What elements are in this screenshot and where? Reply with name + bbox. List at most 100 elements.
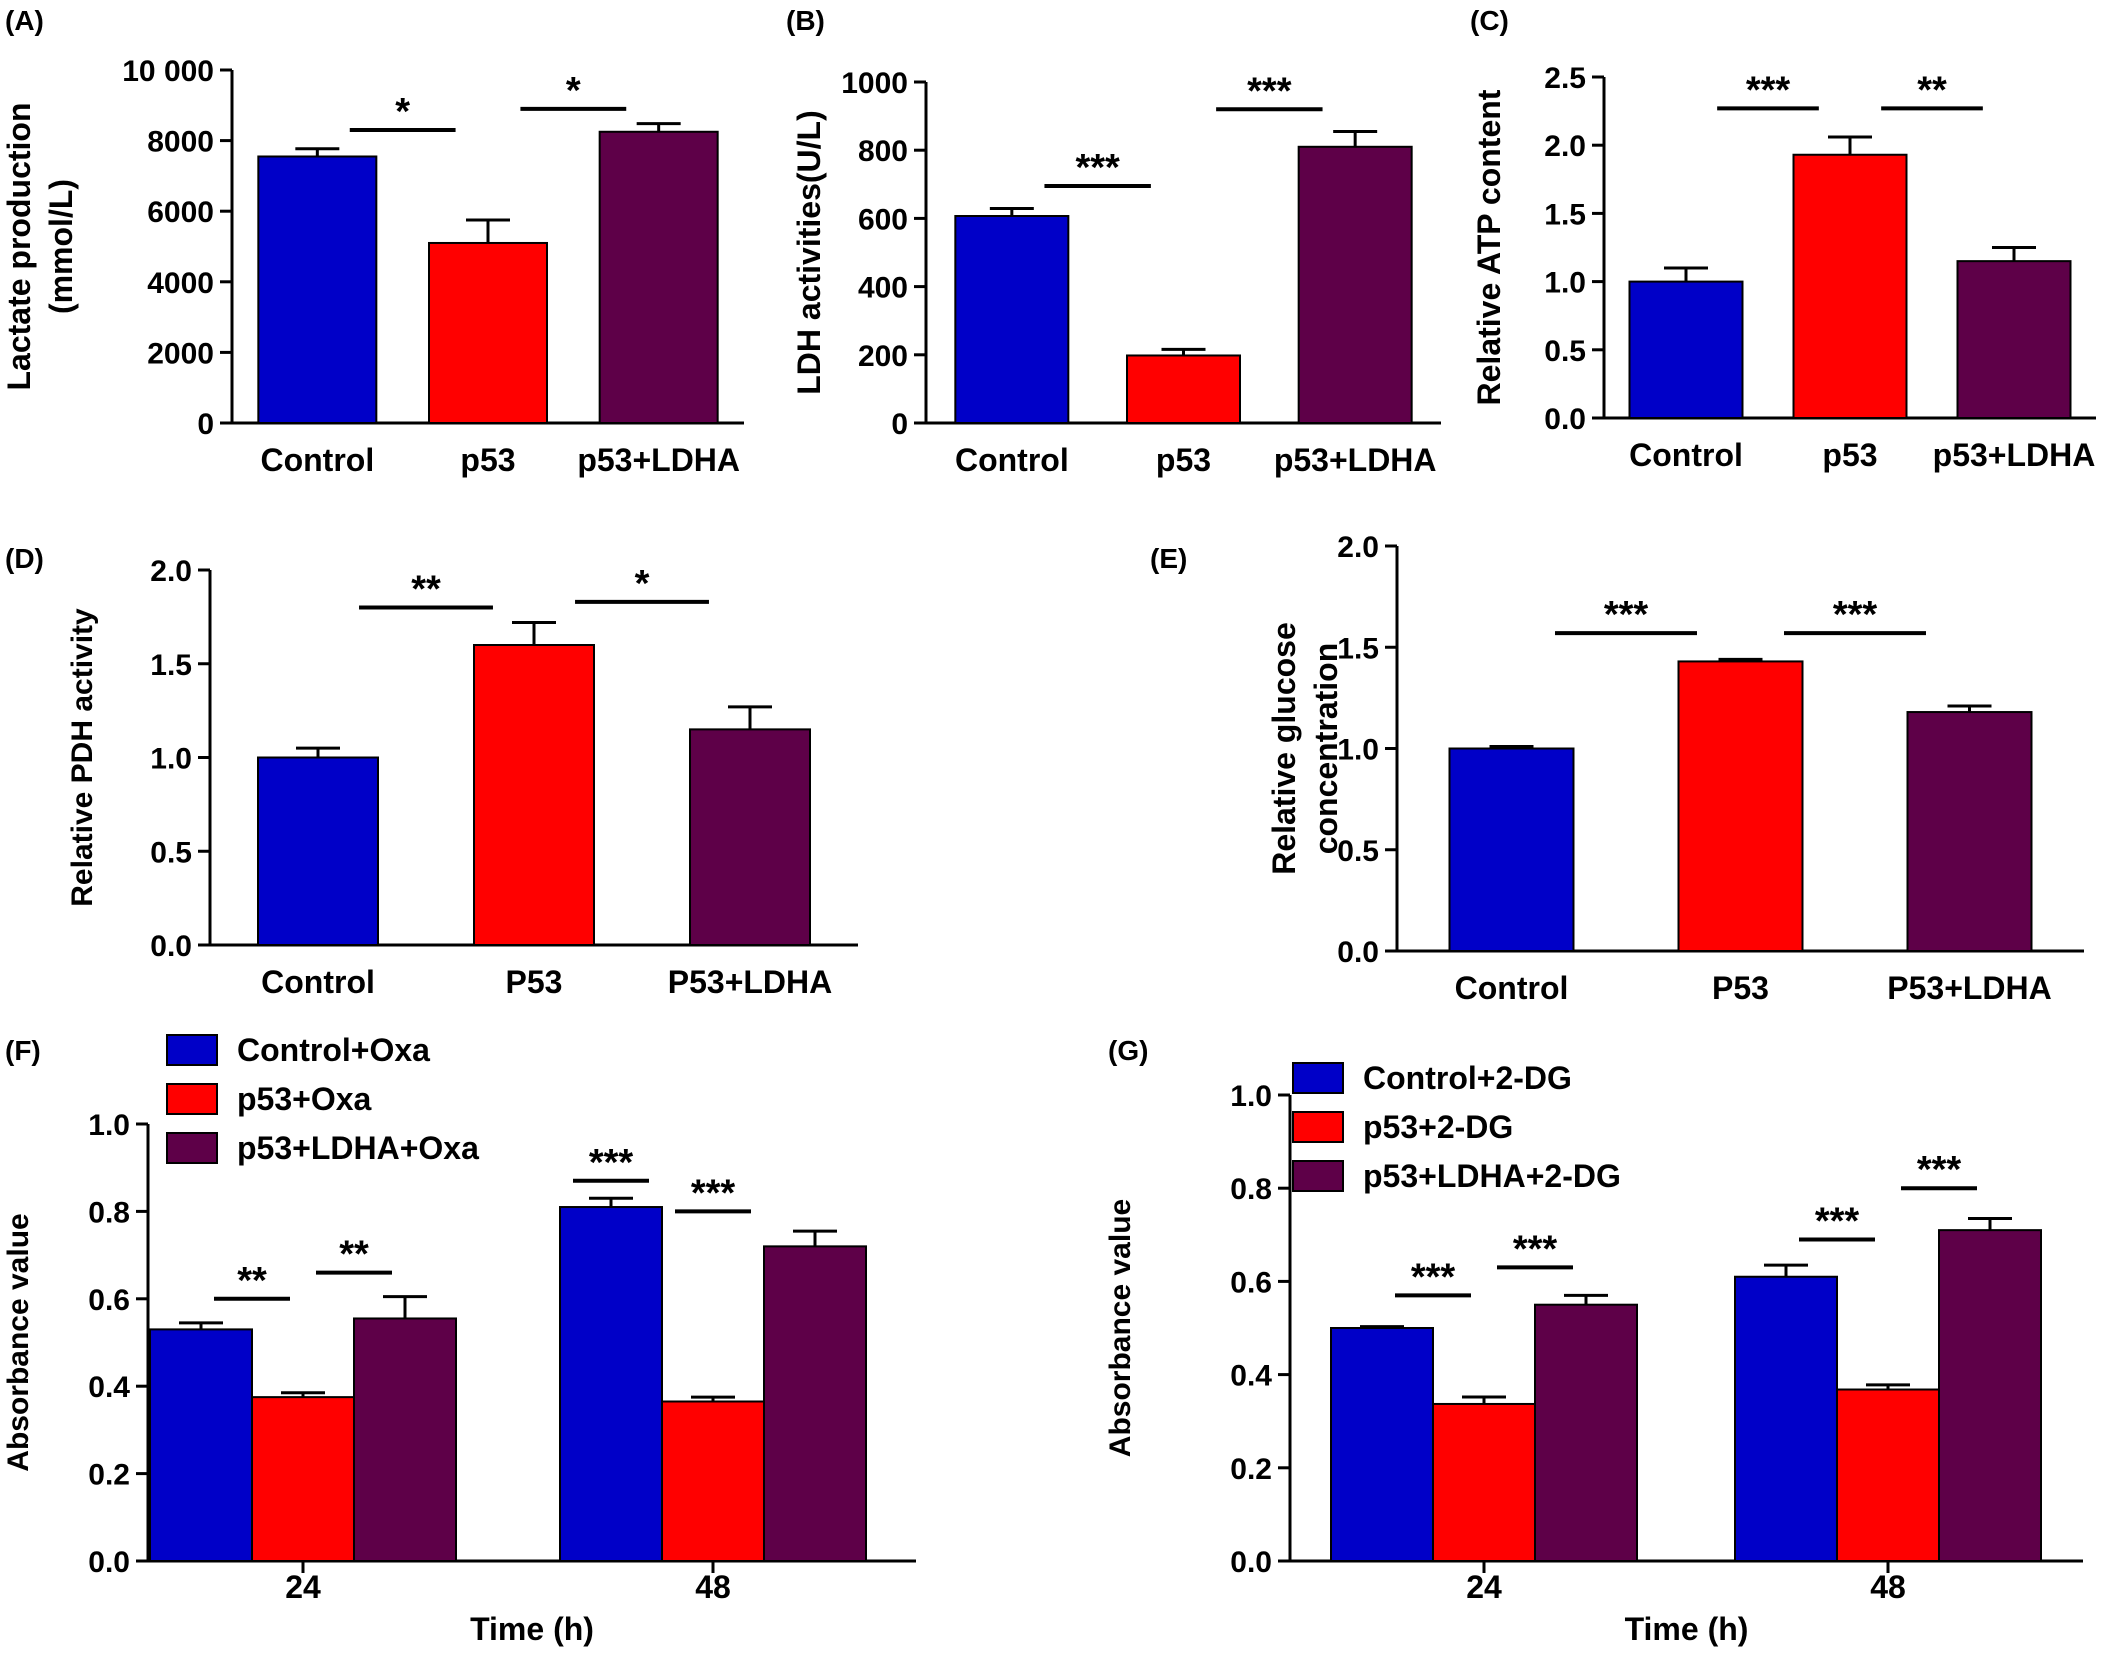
y-axis-label: Absorbance value (2, 1213, 35, 1471)
x-tick-label: Control (261, 964, 375, 1000)
y-tick-label: 0.2 (88, 1459, 130, 1492)
y-tick-label: 1.0 (88, 1109, 130, 1142)
legend-label: p53+LDHA+Oxa (237, 1130, 479, 1166)
legend: Control+Oxa p53+Oxa p53+LDHA+Oxa (166, 1032, 479, 1166)
significance-label: *** (589, 1142, 634, 1184)
panel-g: (G) 0.0 0.2 0.4 0.6 0.8 1.0 Absorbance value 24 4… (1104, 1035, 2083, 1647)
legend-label: p53+Oxa (237, 1081, 372, 1117)
y-axis-label: Absorbance value (1104, 1199, 1137, 1457)
bar-control (1448, 747, 1575, 952)
bar-p53 (1792, 153, 1908, 420)
significance-label: *** (1075, 147, 1120, 189)
bar-control-oxa (149, 1328, 253, 1563)
y-tick-label: 0.4 (1230, 1360, 1272, 1393)
bar-p53 (1677, 660, 1804, 952)
y-axis-label: Relative ATP content (1471, 89, 1507, 405)
x-tick-label: 24 (1466, 1569, 1502, 1605)
y-tick-label: 400 (858, 272, 908, 305)
y-tick-label: 1.0 (150, 743, 192, 776)
x-tick-label: Control (260, 442, 374, 478)
panel-label: (E) (1150, 543, 1187, 574)
legend-swatch (166, 1034, 218, 1066)
bar-p53-ldha (1906, 711, 2033, 952)
panel-f: (F) 0.0 0.2 0.4 0.6 0.8 1.0 Absorbance value 24 4… (2, 1032, 916, 1647)
significance-label: *** (1411, 1256, 1456, 1298)
legend-swatch (1292, 1160, 1344, 1192)
y-tick-label: 1.0 (1230, 1080, 1272, 1113)
panel-label: (D) (5, 543, 44, 574)
y-tick-label: 600 (858, 203, 908, 236)
y-tick-label: 0.0 (150, 930, 192, 963)
legend-swatch (1292, 1062, 1344, 1094)
x-tick-label: P53+LDHA (668, 964, 833, 1000)
y-tick-label: 0.5 (150, 836, 192, 869)
legend-swatch (166, 1083, 218, 1115)
y-tick-label: 1.0 (1544, 267, 1586, 300)
y-tick-label: 200 (858, 340, 908, 373)
significance-label: *** (1833, 594, 1878, 636)
x-tick-label: 48 (1870, 1569, 1906, 1605)
panel-label: (A) (5, 5, 44, 36)
y-tick-label: 0.0 (88, 1546, 130, 1579)
bar-p53-2-dg (1432, 1402, 1536, 1563)
y-tick-label: 0.5 (1544, 335, 1586, 368)
x-tick-label: p53+LDHA (1933, 437, 2096, 473)
x-tick-label: p53 (1156, 442, 1211, 478)
y-axis-label-line2: (mmol/L) (43, 179, 79, 314)
bar-p53-ldha-oxa (353, 1317, 457, 1562)
bar-p53-ldha-2-dg (1938, 1229, 2042, 1562)
panel-label: (C) (1470, 5, 1509, 36)
significance-label: ** (1917, 69, 1947, 111)
significance-label: *** (1917, 1149, 1962, 1191)
y-tick-label: 1.5 (1544, 198, 1586, 231)
y-tick-label: 1.5 (1337, 632, 1379, 665)
x-tick-label: p53 (460, 442, 515, 478)
bar-control-2-dg (1734, 1275, 1838, 1562)
y-tick-label: 2000 (147, 337, 214, 370)
bar-p53-ldha (598, 130, 719, 424)
x-tick-label: p53+LDHA (1274, 442, 1437, 478)
y-tick-label: 0 (891, 408, 908, 441)
x-tick-label: p53+LDHA (577, 442, 740, 478)
bar-p53-ldha-oxa (763, 1245, 867, 1562)
y-axis-label-line2: concentration (1308, 643, 1344, 855)
bar-control (954, 215, 1070, 424)
significance-label: ** (411, 569, 441, 611)
y-tick-label: 2.0 (150, 555, 192, 588)
bar-p53 (428, 241, 548, 424)
bar-control-oxa (559, 1206, 663, 1563)
y-tick-label: 0.6 (1230, 1266, 1272, 1299)
y-tick-label: 2.5 (1544, 62, 1586, 95)
bar-p53 (473, 644, 595, 946)
significance-label: *** (1247, 70, 1292, 112)
x-tick-label: P53+LDHA (1887, 970, 2052, 1006)
y-tick-label: 2.0 (1544, 130, 1586, 163)
y-tick-label: 0.8 (88, 1196, 130, 1229)
bar-p53-ldha (1297, 145, 1413, 424)
y-tick-label: 0.0 (1230, 1546, 1272, 1579)
panel-label: (B) (786, 5, 825, 36)
y-tick-label: 0.0 (1544, 403, 1586, 436)
x-tick-label: p53 (1822, 437, 1877, 473)
significance-label: *** (1746, 69, 1791, 111)
y-tick-label: 4000 (147, 267, 214, 300)
y-tick-label: 0.6 (88, 1284, 130, 1317)
y-axis-label: Relative PDH activity (66, 608, 99, 907)
x-tick-label: Control (1455, 970, 1569, 1006)
bar-p53-ldha-2-dg (1534, 1303, 1638, 1562)
bar-control (1628, 280, 1744, 419)
significance-label: * (635, 563, 650, 605)
panel-b: (B) 0 200 400 600 800 1000 LDH activities(U/L) C… (786, 5, 1441, 478)
y-tick-label: 1000 (841, 67, 908, 100)
x-tick-label: 48 (695, 1569, 731, 1605)
bar-control (257, 756, 379, 946)
y-tick-label: 0 (197, 408, 214, 441)
significance-label: * (566, 70, 581, 112)
y-tick-label: 2.0 (1337, 531, 1379, 564)
bar-p53-ldha (689, 728, 811, 946)
legend: Control+2-DG p53+2-DG p53+LDHA+2-DG (1292, 1060, 1621, 1194)
y-axis-label: Relative glucose (1266, 622, 1302, 875)
y-tick-label: 10 000 (122, 55, 214, 88)
